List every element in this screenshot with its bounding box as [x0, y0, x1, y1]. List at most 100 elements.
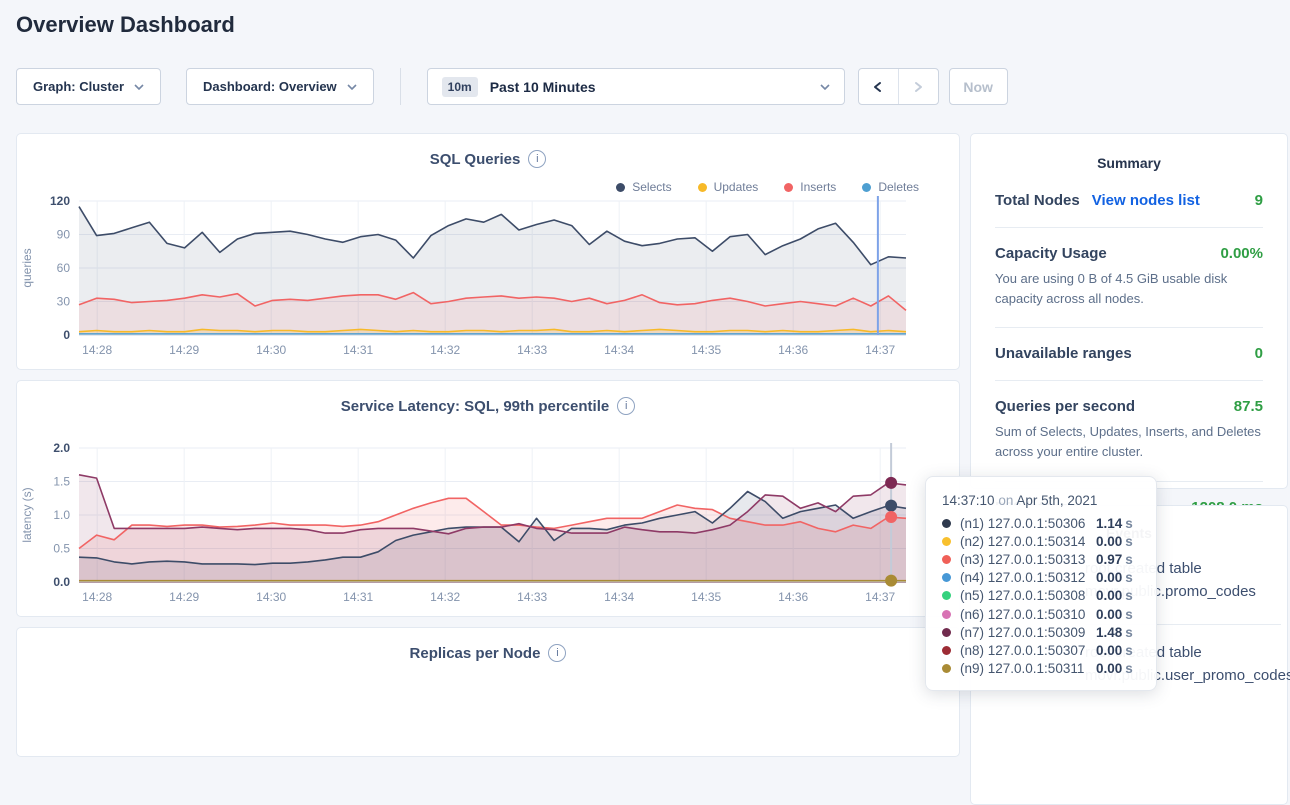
info-icon[interactable]: i	[528, 150, 546, 168]
svg-text:0.5: 0.5	[53, 542, 70, 556]
tooltip-row: (n1) 127.0.0.1:503061.14s	[942, 514, 1148, 532]
node-color-dot	[942, 591, 951, 600]
latency-unit: s	[1125, 570, 1133, 585]
node-latency-value: 1.14	[1096, 516, 1122, 531]
svg-text:14:37: 14:37	[865, 343, 895, 357]
summary-title: Summary	[995, 134, 1263, 175]
svg-text:1.0: 1.0	[53, 508, 70, 522]
tooltip-row: (n4) 127.0.0.1:503120.00s	[942, 569, 1148, 587]
summary-qps: Queries per second 87.5 Sum of Selects, …	[995, 381, 1263, 481]
unavailable-ranges-label: Unavailable ranges	[995, 345, 1132, 362]
svg-text:14:28: 14:28	[82, 343, 112, 357]
node-latency-value: 0.00	[1096, 607, 1122, 622]
replicas-per-node-title-text: Replicas per Node	[410, 645, 541, 662]
svg-text:2.0: 2.0	[53, 441, 70, 455]
time-range-dropdown[interactable]: 10m Past 10 Minutes	[427, 68, 845, 105]
dashboard-dropdown[interactable]: Dashboard: Overview	[186, 68, 374, 105]
tooltip-row: (n7) 127.0.0.1:503091.48s	[942, 623, 1148, 641]
node-color-dot	[942, 537, 951, 546]
node-address: (n3) 127.0.0.1:50313	[960, 552, 1096, 567]
svg-text:14:31: 14:31	[343, 343, 373, 357]
node-latency-value: 0.00	[1096, 570, 1122, 585]
chevron-left-icon	[872, 81, 884, 93]
svg-text:14:30: 14:30	[256, 590, 286, 604]
chart-hover-tooltip: 14:37:10 on Apr 5th, 2021 (n1) 127.0.0.1…	[925, 476, 1157, 691]
svg-text:14:31: 14:31	[343, 590, 373, 604]
node-color-dot	[942, 610, 951, 619]
graph-dropdown-label: Graph: Cluster	[33, 79, 124, 94]
svg-text:14:37: 14:37	[865, 590, 895, 604]
latency-unit: s	[1125, 516, 1133, 531]
tooltip-time: 14:37:10	[942, 493, 995, 508]
tooltip-date: Apr 5th, 2021	[1016, 493, 1097, 508]
info-icon[interactable]: i	[617, 397, 635, 415]
page-title: Overview Dashboard	[16, 12, 235, 38]
svg-text:14:35: 14:35	[691, 590, 721, 604]
svg-text:60: 60	[57, 261, 71, 275]
total-nodes-label: Total Nodes	[995, 192, 1080, 209]
chevron-right-icon	[912, 81, 924, 93]
node-address: (n5) 127.0.0.1:50308	[960, 588, 1096, 603]
svg-text:14:33: 14:33	[517, 343, 547, 357]
svg-text:14:32: 14:32	[430, 590, 460, 604]
prev-range-button[interactable]	[859, 69, 898, 104]
node-latency-value: 0.00	[1096, 588, 1122, 603]
svg-text:120: 120	[50, 194, 70, 208]
view-nodes-list-link[interactable]: View nodes list	[1092, 192, 1200, 209]
service-latency-chart[interactable]: 0.00.51.01.52.014:2814:2914:3014:3114:32…	[17, 438, 959, 613]
qps-value: 87.5	[1234, 398, 1263, 415]
svg-text:30: 30	[57, 295, 71, 309]
node-address: (n6) 127.0.0.1:50310	[960, 607, 1096, 622]
svg-text:14:30: 14:30	[256, 343, 286, 357]
tooltip-timestamp: 14:37:10 on Apr 5th, 2021	[942, 493, 1148, 508]
latency-unit: s	[1125, 625, 1133, 640]
node-latency-value: 1.48	[1096, 625, 1122, 640]
node-color-dot	[942, 646, 951, 655]
svg-text:0.0: 0.0	[53, 575, 70, 589]
svg-text:14:29: 14:29	[169, 590, 199, 604]
svg-text:14:33: 14:33	[517, 590, 547, 604]
time-range-label: Past 10 Minutes	[490, 79, 820, 95]
next-range-button[interactable]	[898, 69, 938, 104]
node-address: (n1) 127.0.0.1:50306	[960, 516, 1096, 531]
node-color-dot	[942, 628, 951, 637]
tooltip-row: (n2) 127.0.0.1:503140.00s	[942, 532, 1148, 550]
tooltip-on: on	[998, 493, 1013, 508]
svg-text:1.5: 1.5	[53, 475, 70, 489]
tooltip-row: (n5) 127.0.0.1:503080.00s	[942, 587, 1148, 605]
sql-queries-title-text: SQL Queries	[430, 151, 521, 168]
tooltip-rows: (n1) 127.0.0.1:503061.14s(n2) 127.0.0.1:…	[942, 514, 1148, 678]
chevron-down-icon	[347, 84, 357, 90]
summary-total-nodes: Total Nodes View nodes list 9	[995, 175, 1263, 228]
svg-text:14:29: 14:29	[169, 343, 199, 357]
capacity-value: 0.00%	[1220, 245, 1263, 262]
latency-unit: s	[1125, 661, 1133, 676]
node-latency-value: 0.00	[1096, 643, 1122, 658]
replicas-per-node-title: Replicas per Node i	[17, 644, 959, 662]
node-color-dot	[942, 573, 951, 582]
svg-text:14:35: 14:35	[691, 343, 721, 357]
summary-panel: Summary Total Nodes View nodes list 9 Ca…	[970, 133, 1288, 489]
node-color-dot	[942, 664, 951, 673]
latency-unit: s	[1125, 643, 1133, 658]
latency-unit: s	[1125, 588, 1133, 603]
node-latency-value: 0.00	[1096, 661, 1122, 676]
sql-queries-chart[interactable]: 030609012014:2814:2914:3014:3114:3214:33…	[17, 191, 959, 366]
graph-dropdown[interactable]: Graph: Cluster	[16, 68, 161, 105]
svg-text:14:34: 14:34	[604, 343, 634, 357]
svg-text:queries: queries	[20, 248, 34, 287]
tooltip-row: (n8) 127.0.0.1:503070.00s	[942, 641, 1148, 659]
now-button[interactable]: Now	[949, 68, 1008, 105]
info-icon[interactable]: i	[548, 644, 566, 662]
summary-capacity: Capacity Usage 0.00% You are using 0 B o…	[995, 228, 1263, 328]
replicas-per-node-card: Replicas per Node i	[16, 627, 960, 757]
svg-text:0: 0	[63, 328, 70, 342]
tooltip-row: (n9) 127.0.0.1:503110.00s	[942, 660, 1148, 678]
node-color-dot	[942, 555, 951, 564]
tooltip-row: (n3) 127.0.0.1:503130.97s	[942, 550, 1148, 568]
time-step-buttons	[858, 68, 939, 105]
node-latency-value: 0.97	[1096, 552, 1122, 567]
service-latency-title: Service Latency: SQL, 99th percentile i	[17, 397, 959, 415]
service-latency-card: Service Latency: SQL, 99th percentile i …	[16, 380, 960, 617]
service-latency-title-text: Service Latency: SQL, 99th percentile	[341, 398, 609, 415]
